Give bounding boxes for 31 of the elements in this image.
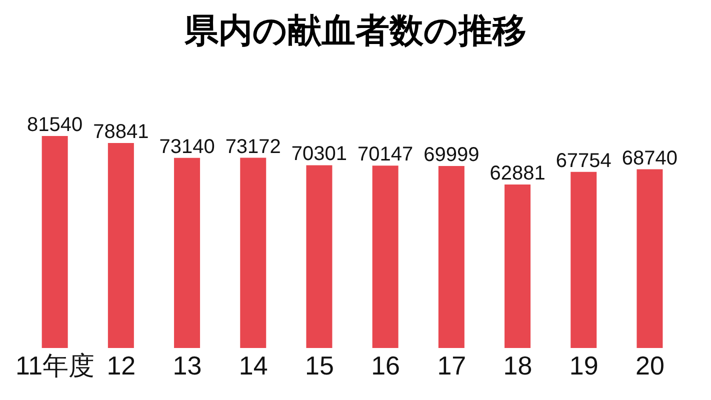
data-label: 69999 xyxy=(424,144,480,166)
data-label: 68740 xyxy=(622,147,678,170)
data-label: 62881 xyxy=(490,162,546,185)
data-label: 67754 xyxy=(556,150,612,172)
data-label: 70301 xyxy=(291,143,348,166)
bar xyxy=(240,158,266,348)
bar xyxy=(42,136,68,348)
x-tick-label: 20 xyxy=(635,350,664,380)
x-tick-label: 11年度 xyxy=(16,350,95,380)
x-tick-label: 12 xyxy=(106,350,136,380)
bar xyxy=(174,158,200,348)
data-label: 78841 xyxy=(93,121,149,144)
bar xyxy=(438,166,464,348)
bar xyxy=(306,165,332,348)
bar xyxy=(504,184,531,348)
data-label: 70147 xyxy=(358,144,414,166)
bar xyxy=(372,166,398,348)
bar xyxy=(108,143,134,348)
x-tick-label: 16 xyxy=(371,350,400,380)
bar xyxy=(636,169,663,348)
chart-title: 県内の献血者数の推移 xyxy=(184,11,528,52)
x-tick-label: 14 xyxy=(238,350,268,380)
bar xyxy=(570,172,597,348)
data-label: 73172 xyxy=(225,136,281,158)
x-tick-label: 13 xyxy=(172,350,202,380)
x-tick-label: 19 xyxy=(569,350,598,380)
x-tick-label: 15 xyxy=(304,350,334,380)
data-label: 81540 xyxy=(27,114,83,136)
x-tick-label: 18 xyxy=(503,350,532,380)
x-tick-label: 17 xyxy=(437,350,466,380)
data-label: 73140 xyxy=(159,136,215,158)
